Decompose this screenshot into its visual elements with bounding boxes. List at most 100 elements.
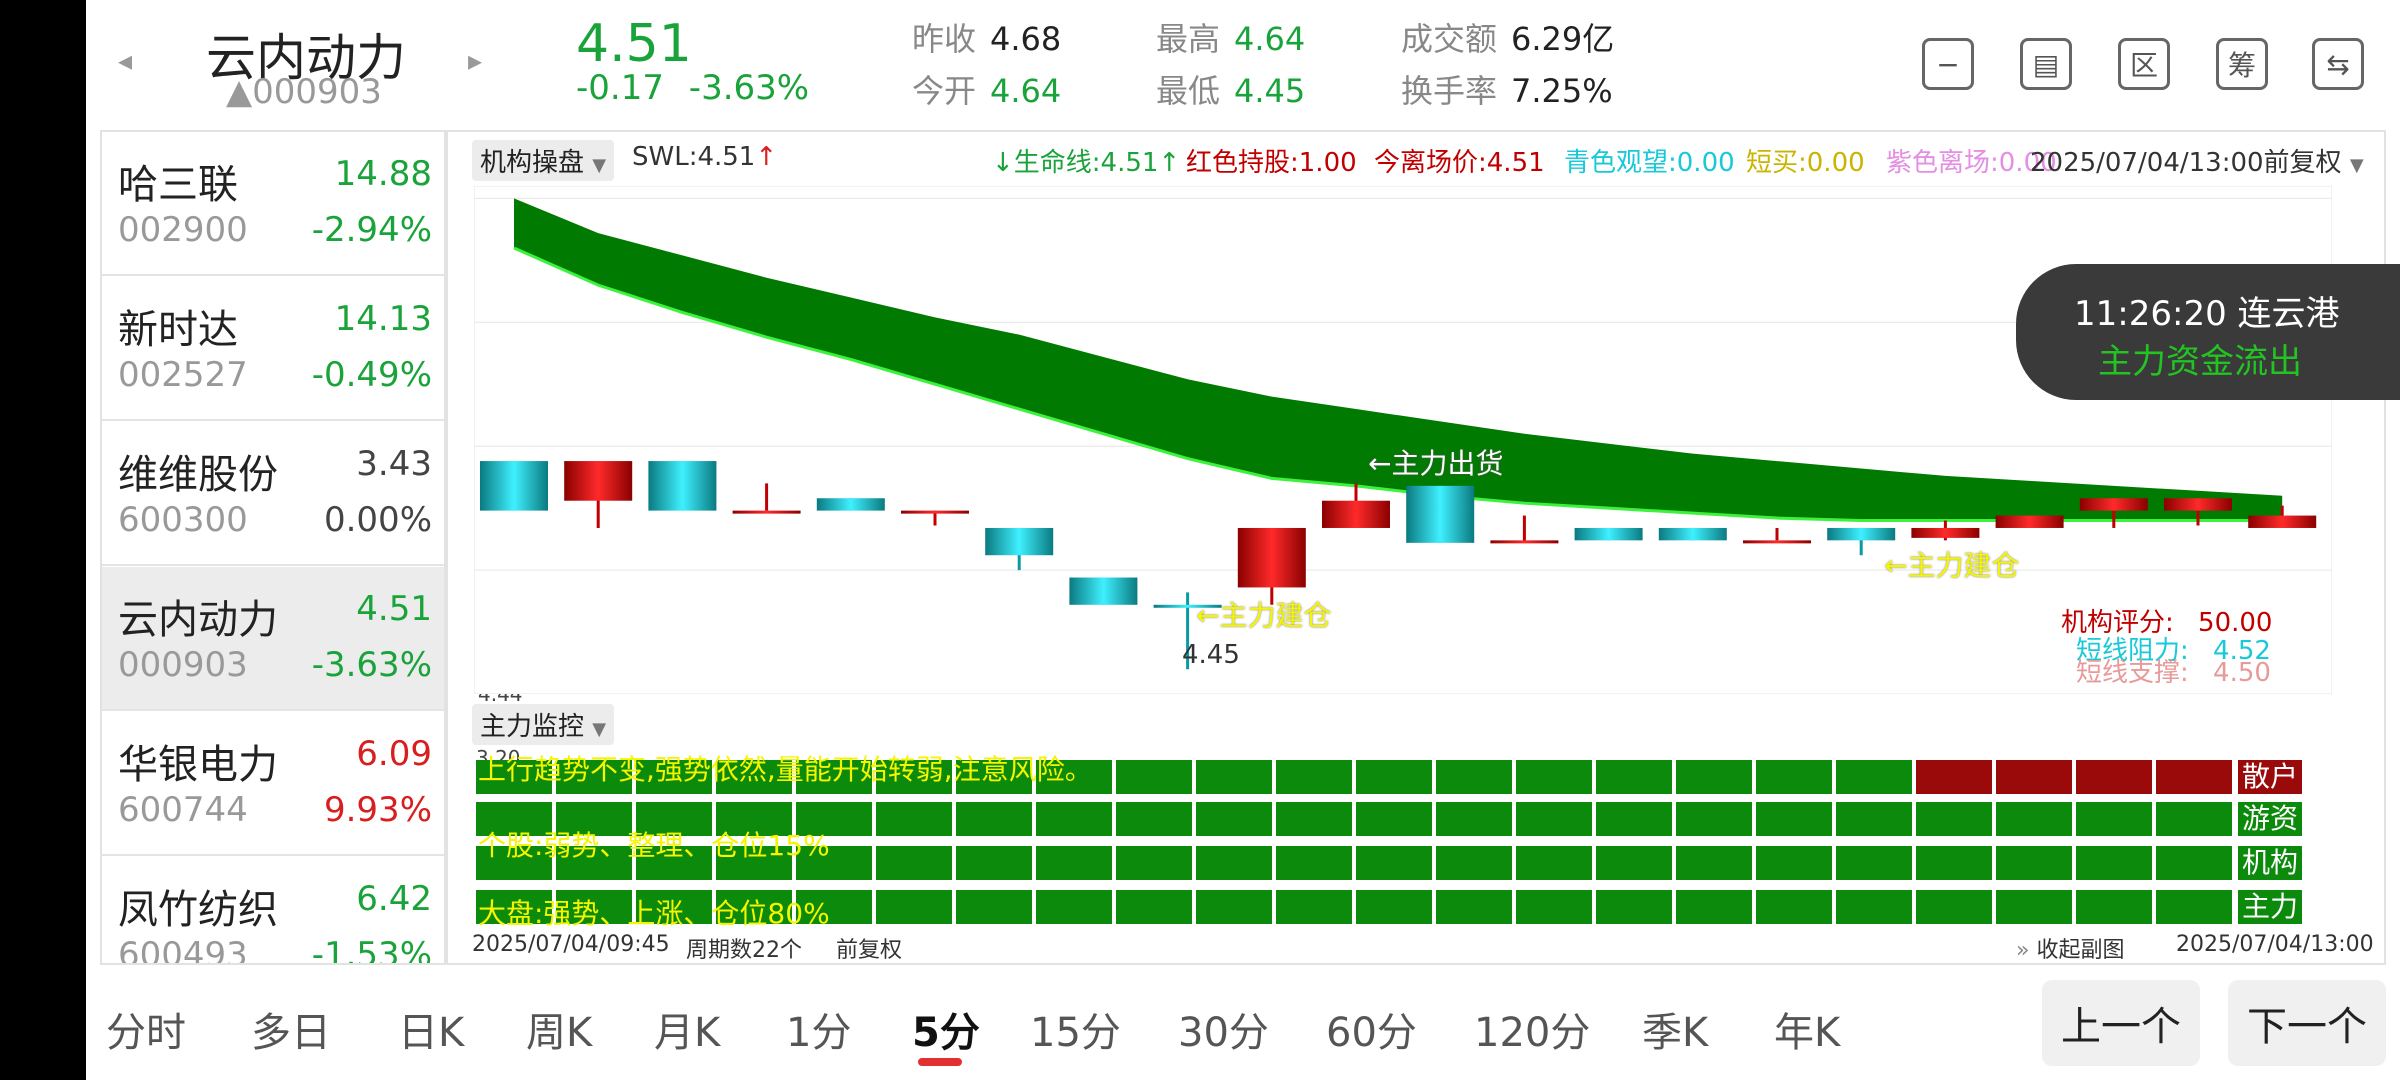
tab-period[interactable]: 多日 — [251, 1010, 331, 1056]
score-label: 机构评分: — [2061, 608, 2174, 638]
minus-box-icon[interactable]: − — [1922, 38, 1974, 90]
stat-4: 成交额 6.29亿 — [1401, 14, 1614, 60]
stock-price: 14.13 — [334, 299, 432, 339]
low-price-label: 4.45 — [1182, 640, 1240, 670]
monitor-cell — [1996, 846, 2072, 880]
score-value: 50.00 — [2198, 608, 2273, 638]
watchlist-item[interactable]: 维维股份 600300 3.43 0.00% — [102, 422, 444, 566]
tab-period[interactable]: 30分 — [1178, 1010, 1269, 1056]
monitor-cell — [1356, 760, 1432, 794]
tab-period[interactable]: 周K — [526, 1010, 593, 1056]
candle-body — [2248, 515, 2317, 528]
resistance-line: 短线阻力: 4.52 — [2076, 630, 2271, 667]
collapse-subchart-button[interactable]: » 收起副图 — [2016, 932, 2124, 964]
stat-label: 今开 — [912, 72, 977, 110]
tab-period[interactable]: 日K — [398, 1010, 465, 1056]
monitor-cell — [556, 890, 632, 924]
tab-period[interactable]: 120分 — [1474, 1010, 1591, 1056]
candle-body — [648, 461, 717, 511]
watchlist-item[interactable]: 云内动力 000903 4.51 -3.63% — [102, 567, 444, 711]
tag-hot-money: 游资 — [2238, 802, 2302, 836]
prev-stock-button[interactable]: 上一个 — [2042, 980, 2200, 1066]
next-stock-arrow-icon[interactable]: ▸ — [468, 44, 483, 77]
candle-body — [1237, 527, 1306, 588]
tab-period[interactable]: 60分 — [1326, 1010, 1417, 1056]
tab-period[interactable]: 年K — [1774, 1010, 1841, 1056]
legend-item: 红色持股:1.00 — [1186, 148, 1357, 178]
tab-period[interactable]: 5分 — [912, 1010, 980, 1056]
monitor-cell — [1276, 846, 1352, 880]
tab-period[interactable]: 1分 — [786, 1010, 852, 1056]
monitor-cell — [956, 802, 1032, 836]
watchlist-item[interactable]: 新时达 002527 14.13 -0.49% — [102, 277, 444, 421]
tab-period[interactable]: 月K — [654, 1010, 721, 1056]
stock-code: 600493 — [118, 935, 248, 965]
change-percent: -3.63% — [688, 68, 810, 108]
chips-icon[interactable]: 筹 — [2216, 38, 2268, 90]
candle-body — [1827, 527, 1896, 541]
app-root: ◂ 云内动力 ▲000903 ▸ 4.51 -0.17 -3.63% 昨收 4.6… — [86, 0, 2400, 1080]
tab-period[interactable]: 季K — [1642, 1010, 1709, 1056]
monitor-cell — [556, 846, 632, 880]
monitor-cell — [556, 760, 632, 794]
annotation-distribution: ←主力出货 — [1368, 447, 1504, 480]
sub-indicator-dropdown[interactable]: 主力监控 ▼ — [472, 704, 615, 745]
watchlist-item[interactable]: 华银电力 600744 6.09 9.93% — [102, 712, 444, 856]
monitor-cell — [1836, 846, 1912, 880]
stock-code: 002900 — [118, 210, 248, 250]
monitor-cell — [876, 760, 952, 794]
tag-institution: 机构 — [2238, 846, 2302, 880]
tab-period[interactable]: 分时 — [106, 1010, 186, 1056]
legend-item: 紫色离场:0.00 — [1886, 148, 2057, 178]
candle-body — [2164, 498, 2232, 511]
monitor-cell — [476, 846, 552, 880]
monitor-cell — [1676, 802, 1752, 836]
adjust-mode: 前复权 — [836, 938, 903, 963]
indicator-dropdown[interactable]: 机构操盘 ▼ — [472, 140, 615, 181]
monitor-cell — [1196, 890, 1272, 924]
prev-stock-arrow-icon[interactable]: ◂ — [118, 44, 133, 77]
monitor-cell — [716, 760, 792, 794]
monitor-cell — [1436, 890, 1512, 924]
monitor-cell — [716, 802, 792, 836]
screen-icon[interactable]: ▤ — [2020, 38, 2072, 90]
annotation-accumulation: ←主力建仓 — [1196, 599, 1332, 632]
stat-value: 4.64 — [990, 72, 1062, 110]
stock-name: 华银电力 — [118, 742, 278, 788]
monitor-cell — [1516, 890, 1592, 924]
monitor-cell — [1596, 802, 1672, 836]
stock-name: 云内动力 — [206, 29, 406, 87]
next-stock-button[interactable]: 下一个 — [2228, 980, 2386, 1066]
tab-period[interactable]: 15分 — [1030, 1010, 1121, 1056]
price-change: -0.17 -3.63% — [576, 68, 809, 108]
stock-name: 哈三联 — [118, 162, 238, 208]
end-datetime: 2025/07/04/13:00 — [2176, 932, 2374, 957]
stock-name: 凤竹纺织 — [118, 887, 278, 933]
candle-body — [816, 498, 885, 511]
range-icon[interactable]: 区 — [2118, 38, 2170, 90]
stock-change-pct: -2.94% — [311, 210, 432, 250]
monitor-cell — [1356, 802, 1432, 836]
stat-5: 换手率 7.25% — [1401, 66, 1613, 112]
support-line: 短线支撑: 4.50 — [2076, 652, 2271, 689]
candlestick-chart[interactable] — [474, 186, 2332, 694]
watchlist-item[interactable]: 哈三联 002900 14.88 -2.94% — [102, 132, 444, 276]
monitor-cell — [1196, 846, 1272, 880]
stock-comment: 个股:弱势、整理、仓位15% — [478, 829, 830, 862]
monitor-cell — [2156, 802, 2232, 836]
sub-indicator-label: 主力监控 — [480, 712, 585, 742]
chart-datetime[interactable]: 2025/07/04/13:00前复权 ▼ — [2030, 142, 2364, 179]
candle-body — [564, 461, 633, 501]
monitor-cell — [1836, 760, 1912, 794]
watchlist-item[interactable]: 凤竹纺织 600493 6.42 -1.53% — [102, 857, 444, 965]
monitor-cell — [1996, 890, 2072, 924]
candle-body — [732, 510, 801, 514]
monitor-cell — [556, 802, 632, 836]
tag-retail: 散户 — [2238, 760, 2302, 794]
rotate-icon[interactable]: ⇆ — [2312, 38, 2364, 90]
stat-value: 7.25% — [1511, 72, 1613, 110]
monitor-cell — [476, 802, 552, 836]
resistance-label: 短线阻力: — [2076, 636, 2189, 666]
candle-body — [1153, 604, 1222, 608]
capital-flow-popup[interactable]: 11:26:20 连云港 主力资金流出 — [2016, 264, 2400, 400]
